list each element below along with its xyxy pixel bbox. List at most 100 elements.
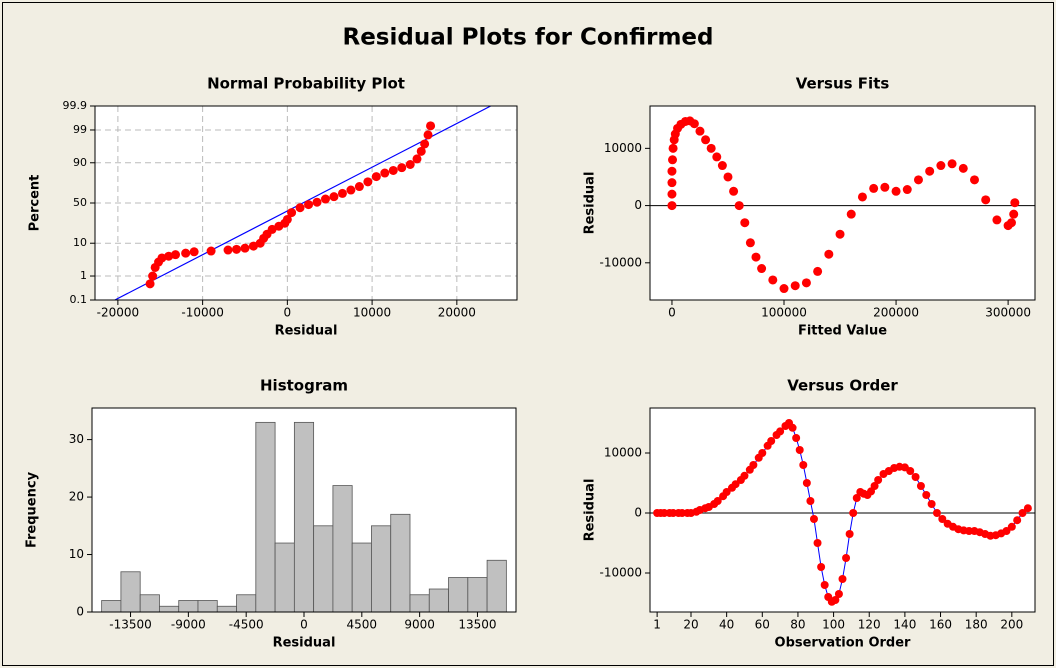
point [740,218,750,228]
point [849,509,858,517]
bar [428,588,449,613]
point [145,279,155,289]
x-tick-label: 9000 [404,618,435,632]
x-axis-label: Residual [275,324,338,339]
y-axis-label: Percent [28,175,43,232]
point [689,119,699,129]
y-tick-label: 10000 [604,141,642,155]
point [925,166,935,176]
point [371,172,381,182]
point [958,163,968,173]
point [329,192,339,202]
point [1009,209,1019,219]
point [834,590,843,598]
x-tick-label: 80 [790,618,805,632]
point [813,266,823,276]
point [992,215,1002,225]
point [713,497,722,505]
plot-area [650,106,1035,300]
point [792,434,801,442]
x-tick-label: 0 [284,306,292,320]
plot-border [91,407,517,613]
point [282,214,292,224]
point [779,284,789,294]
bar [255,421,276,613]
plot-border [649,407,1036,613]
point [891,186,901,196]
point [667,166,677,176]
point [857,192,867,202]
point [717,161,727,171]
point [1013,516,1022,525]
x-tick-label: -4500 [229,618,264,632]
bar [197,600,218,613]
x-tick-label: 200000 [873,306,919,320]
point [731,480,740,489]
x-axis-label: Residual [273,636,336,651]
point [820,581,829,589]
bar [390,513,411,613]
point [248,241,258,251]
x-tick-label: 4500 [347,618,378,632]
point [1002,527,1011,535]
x-tick-label: 20000 [438,306,476,320]
x-tick-label: 10000 [353,306,391,320]
point [790,281,800,291]
x-tick-label: 140 [893,618,916,632]
point [799,461,808,469]
bar [216,605,237,613]
point [824,249,834,259]
point [346,185,356,195]
bar [236,594,257,613]
point [938,515,947,523]
point [936,161,946,171]
point [969,175,979,185]
y-tick-label: 10 [73,236,87,249]
point [916,482,925,490]
point [723,172,733,182]
y-tick-label: -10000 [599,255,642,269]
bar [486,559,507,613]
point [667,201,677,211]
point [668,155,678,165]
point [206,246,216,256]
panel-title: Versus Order [787,377,898,395]
point [320,194,330,204]
point [287,208,297,218]
point [813,539,822,547]
point [927,500,936,508]
point [412,154,422,164]
point [913,175,923,185]
plot-border [94,105,518,301]
y-tick-label: 10000 [604,446,642,460]
x-tick-label: 0 [668,306,676,320]
point [426,121,436,131]
x-tick-label: 200 [1000,618,1023,632]
x-tick-label: 100000 [761,306,807,320]
point [802,479,811,487]
point [846,209,856,219]
point [181,248,191,258]
bar [467,577,488,613]
point [745,238,755,248]
x-tick-label: 40 [719,618,734,632]
point [932,509,941,517]
point [806,497,815,505]
panel-title: Versus Fits [796,75,890,93]
point [157,253,167,263]
x-tick-label: 1 [653,618,661,632]
point [363,177,373,187]
point [1006,218,1016,228]
point [380,168,390,178]
point [906,467,915,475]
point [1010,198,1020,208]
point [874,476,883,484]
x-tick-label: 180 [965,618,988,632]
point [701,135,711,145]
point [312,197,322,207]
panel-title: Histogram [260,377,348,395]
bar [120,571,141,613]
